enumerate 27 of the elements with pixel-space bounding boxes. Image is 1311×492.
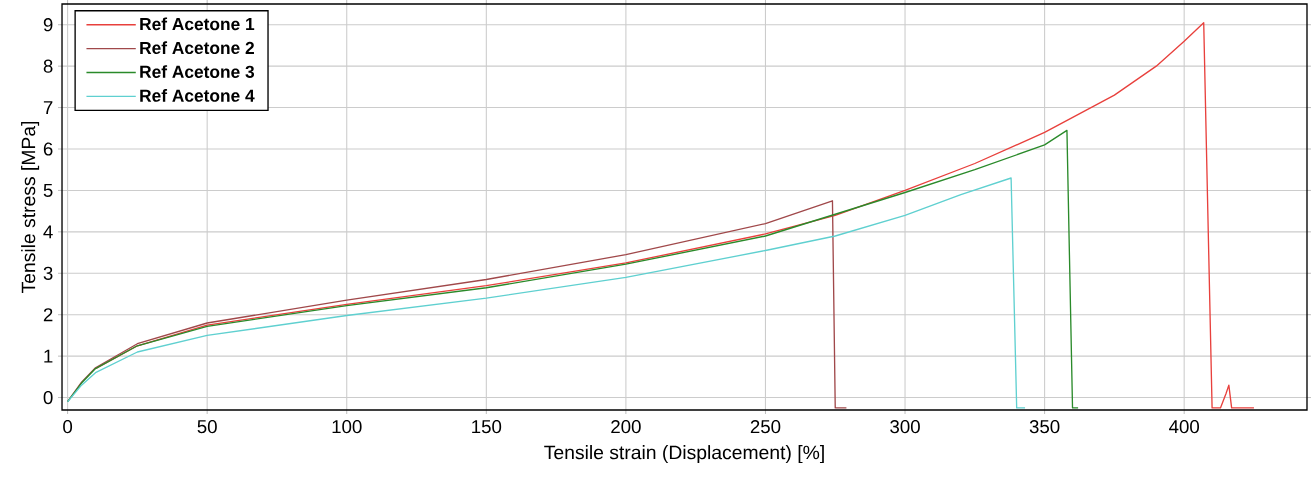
x-tick-label: 350 — [1029, 420, 1060, 434]
x-tick-label: 0 — [63, 420, 73, 434]
x-tick-label: 400 — [1169, 420, 1200, 434]
line-series — [66, 177, 1026, 409]
y-axis-title: Tensile stress [MPa] — [21, 121, 40, 294]
y-tick-label: 9 — [43, 18, 53, 32]
x-tick-label: 250 — [750, 420, 781, 434]
y-tick-label: 1 — [44, 349, 53, 363]
legend-label: Ref Acetone 4 — [140, 89, 255, 102]
y-tick-label: 7 — [43, 101, 53, 114]
y-tick-label: 0 — [43, 390, 53, 405]
x-tick-label: 100 — [332, 420, 362, 434]
x-tick-label: 200 — [611, 420, 641, 434]
x-axis-title: Tensile strain (Displacement) [%] — [544, 445, 824, 464]
x-tick-label: 50 — [197, 420, 217, 434]
legend-label: Ref Acetone 3 — [140, 65, 255, 78]
legend-label: Ref Acetone 1 — [140, 17, 255, 31]
y-tick-label: 3 — [43, 266, 53, 280]
y-tick-label: 8 — [43, 59, 53, 73]
x-tick-label: 150 — [472, 420, 502, 434]
y-tick-label: 6 — [43, 142, 53, 156]
y-tick-label: 4 — [43, 225, 53, 239]
y-tick-label: 2 — [43, 308, 53, 322]
y-tick-label: 5 — [43, 183, 53, 197]
legend-label: Ref Acetone 2 — [140, 41, 254, 55]
x-tick-label: 300 — [890, 420, 920, 434]
line-series — [66, 129, 1079, 409]
